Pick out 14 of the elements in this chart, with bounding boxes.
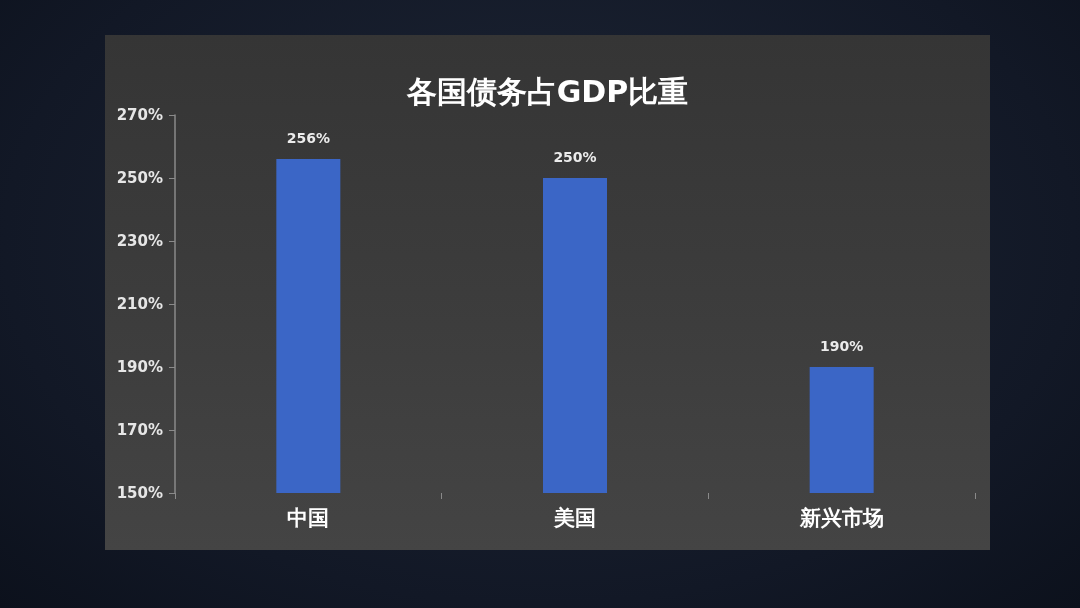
x-tick-label: 新兴市场 xyxy=(798,505,884,530)
data-label: 250% xyxy=(553,149,597,165)
chart-title: 各国债务占GDP比重 xyxy=(405,73,689,109)
y-tick-label: 230% xyxy=(116,232,163,250)
y-tick-label: 250% xyxy=(116,169,163,187)
y-tick-label: 170% xyxy=(116,421,163,439)
y-tick-label: 270% xyxy=(116,106,163,124)
y-tick-label: 150% xyxy=(116,484,163,502)
data-label: 190% xyxy=(820,338,864,354)
x-tick-label: 中国 xyxy=(287,505,330,530)
y-tick-label: 190% xyxy=(116,358,163,376)
y-tick-label: 210% xyxy=(116,295,163,313)
data-label: 256% xyxy=(286,130,330,147)
x-tick-label: 美国 xyxy=(553,505,596,530)
